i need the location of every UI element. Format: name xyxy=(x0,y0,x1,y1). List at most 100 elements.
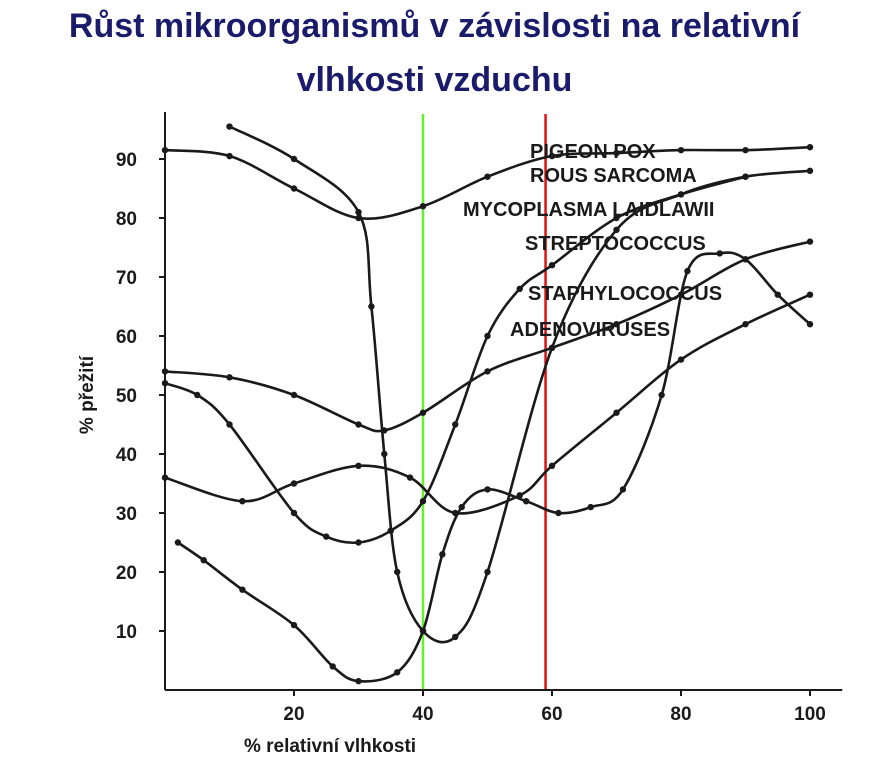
data-point-pigeon-pox xyxy=(806,144,814,151)
data-point-adenoviruses xyxy=(684,267,691,275)
series-label-staphylococcus: STAPHYLOCOCCUS xyxy=(528,283,722,305)
data-point-adenoviruses xyxy=(355,677,362,685)
data-point-adenoviruses xyxy=(290,621,298,629)
data-point-streptococcus xyxy=(613,321,620,328)
data-point-adenoviruses xyxy=(523,498,530,505)
y-tick-label: 40 xyxy=(116,445,137,466)
chart-title-line-1: Růst mikroorganismů v závislosti na rela… xyxy=(68,7,801,45)
data-point-rous-sarcoma xyxy=(226,123,233,130)
data-point-streptococcus xyxy=(484,368,491,375)
data-point-streptococcus xyxy=(161,368,169,375)
series-line-mycoplasma-laidlawii xyxy=(163,175,747,545)
data-point-rous-sarcoma xyxy=(394,568,401,576)
data-point-mycoplasma-laidlawii xyxy=(290,509,298,517)
data-point-pigeon-pox xyxy=(613,149,620,157)
data-point-adenoviruses xyxy=(742,256,749,263)
y-axis-label: % přežití xyxy=(77,355,98,434)
series-label-mycoplasma-laidlawii: MYCOPLASMA LAIDLAWII xyxy=(463,199,714,221)
x-axis-label: % relativní vlhkosti xyxy=(244,736,416,757)
data-point-rous-sarcoma xyxy=(484,568,491,576)
data-point-pigeon-pox xyxy=(484,173,491,180)
data-point-mycoplasma-laidlawii xyxy=(548,262,556,269)
data-point-pigeon-pox xyxy=(419,203,427,210)
series-label-adenoviruses: ADENOVIRUSES xyxy=(510,319,670,341)
y-tick-label: 60 xyxy=(116,327,137,348)
data-point-mycoplasma-laidlawii xyxy=(452,421,459,428)
y-tick-label: 20 xyxy=(116,563,137,584)
series-line-streptococcus xyxy=(163,240,812,433)
data-point-rous-sarcoma xyxy=(355,208,362,216)
data-point-adenoviruses xyxy=(439,551,446,558)
data-point-streptococcus xyxy=(381,427,388,434)
axes: 10 20 30 40 50 60 70 80 90 20 40 60 80 100 xyxy=(116,112,843,725)
series-line-adenoviruses xyxy=(176,251,812,683)
data-point-mycoplasma-laidlawii xyxy=(387,527,394,534)
data-point-streptococcus xyxy=(355,421,362,428)
data-point-adenoviruses xyxy=(806,321,814,328)
data-point-mycoplasma-laidlawii xyxy=(355,539,362,546)
data-point-mycoplasma-laidlawii xyxy=(677,191,685,198)
reference-lines xyxy=(421,114,547,690)
x-tick-label: 40 xyxy=(412,704,433,725)
data-point-adenoviruses xyxy=(555,509,562,517)
x-tick-label: 60 xyxy=(541,704,562,725)
data-point-streptococcus xyxy=(806,238,814,245)
data-point-staphylococcus xyxy=(355,462,362,469)
data-point-staphylococcus xyxy=(239,498,246,505)
data-point-rous-sarcoma xyxy=(381,450,388,458)
data-point-mycoplasma-laidlawii xyxy=(161,380,169,387)
data-point-rous-sarcoma xyxy=(613,226,620,233)
y-tick-label: 80 xyxy=(116,209,137,230)
data-point-mycoplasma-laidlawii xyxy=(742,173,749,180)
x-tick-label: 20 xyxy=(283,704,304,725)
data-point-pigeon-pox xyxy=(677,146,685,154)
data-point-adenoviruses xyxy=(774,291,781,298)
y-tick-label: 30 xyxy=(116,504,137,525)
data-point-adenoviruses xyxy=(239,586,246,593)
data-point-streptococcus xyxy=(548,344,556,351)
data-point-pigeon-pox xyxy=(290,185,298,192)
data-point-adenoviruses xyxy=(587,503,594,511)
data-point-mycoplasma-laidlawii xyxy=(516,285,523,292)
data-point-rous-sarcoma xyxy=(806,167,814,174)
data-point-mycoplasma-laidlawii xyxy=(419,498,427,505)
chart-title-line-2: vlhkosti vzduchu xyxy=(296,61,573,99)
data-point-staphylococcus xyxy=(677,356,685,363)
data-point-adenoviruses xyxy=(174,539,182,546)
data-point-staphylococcus xyxy=(548,462,556,469)
series-label-rous-sarcoma: ROUS SARCOMA xyxy=(530,165,697,187)
data-point-adenoviruses xyxy=(394,669,401,676)
data-point-mycoplasma-laidlawii xyxy=(323,533,330,540)
data-point-pigeon-pox xyxy=(226,152,233,160)
y-tick-label: 10 xyxy=(116,622,137,643)
data-point-staphylococcus xyxy=(406,474,414,481)
y-tick-label: 90 xyxy=(116,150,137,171)
data-point-staphylococcus xyxy=(613,409,620,416)
series-label-streptococcus: STREPTOCOCCUS xyxy=(525,233,706,255)
data-point-pigeon-pox xyxy=(742,146,749,154)
data-point-adenoviruses xyxy=(484,486,491,493)
data-point-adenoviruses xyxy=(658,391,665,399)
data-point-streptococcus xyxy=(290,391,298,399)
data-point-rous-sarcoma xyxy=(290,155,298,163)
data-point-adenoviruses xyxy=(619,486,627,493)
data-point-streptococcus xyxy=(419,409,427,416)
data-point-staphylococcus xyxy=(161,474,169,481)
data-point-rous-sarcoma xyxy=(368,303,375,310)
series-label-pigeon-pox: PIGEON POX xyxy=(530,141,656,163)
x-tick-label: 80 xyxy=(670,704,691,725)
data-point-adenoviruses xyxy=(419,627,427,635)
data-point-adenoviruses xyxy=(716,250,723,257)
series-curves xyxy=(161,123,814,685)
data-point-adenoviruses xyxy=(200,557,207,564)
data-point-rous-sarcoma xyxy=(452,633,459,641)
data-point-adenoviruses xyxy=(458,503,465,511)
series-line-staphylococcus xyxy=(163,293,812,515)
data-point-staphylococcus xyxy=(806,291,814,298)
data-point-mycoplasma-laidlawii xyxy=(484,332,491,340)
data-point-mycoplasma-laidlawii xyxy=(226,421,233,428)
x-tick-label: 100 xyxy=(794,704,826,725)
data-point-mycoplasma-laidlawii xyxy=(613,214,620,222)
